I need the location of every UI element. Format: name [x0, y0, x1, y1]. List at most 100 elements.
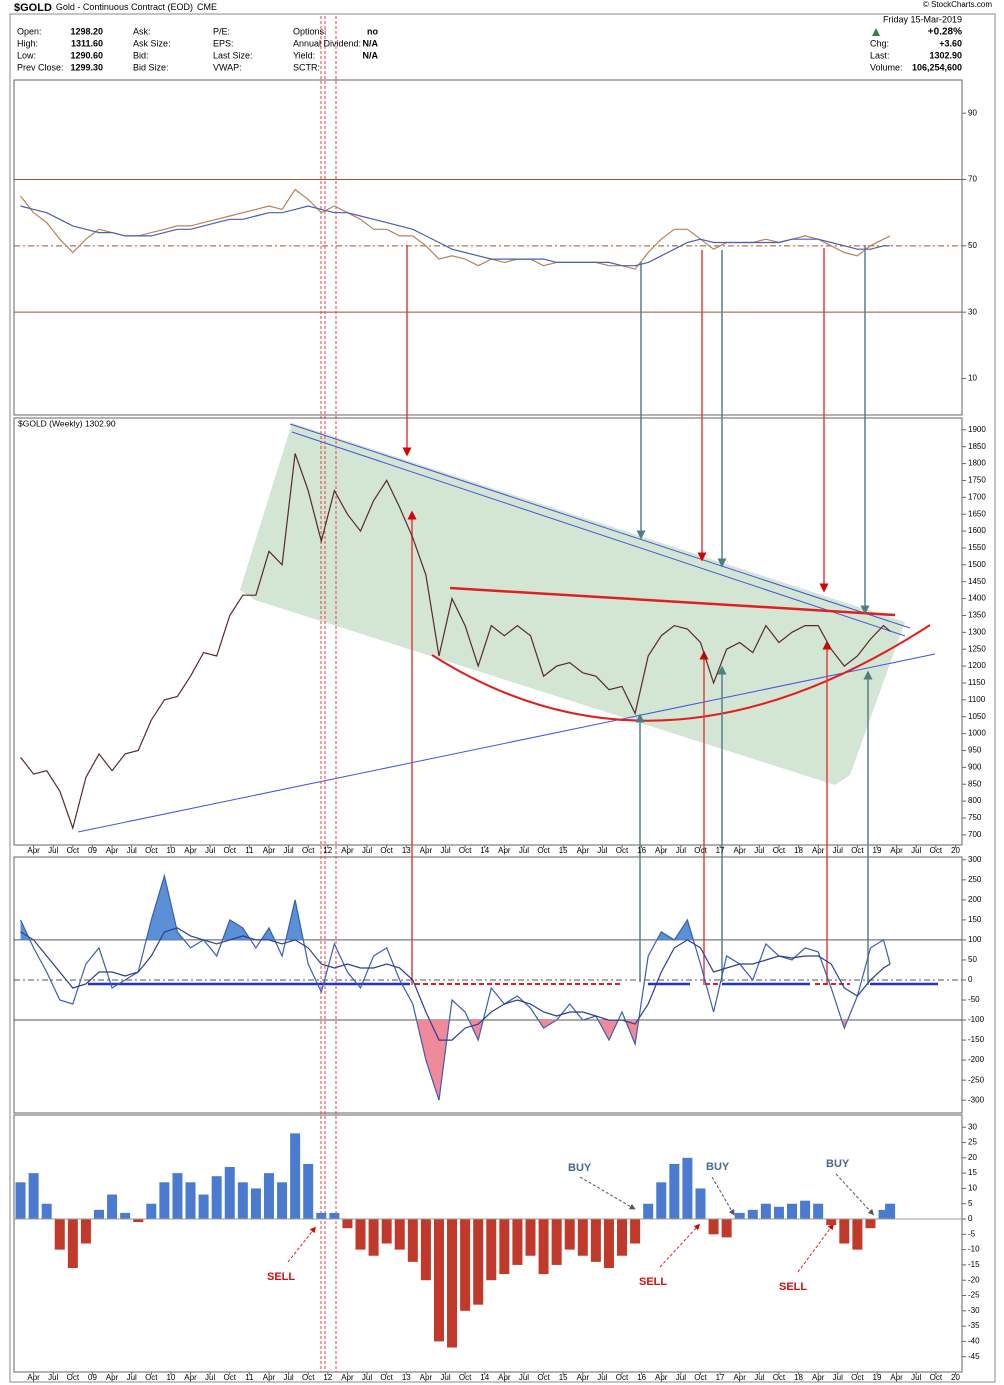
- bar: [682, 1157, 693, 1220]
- y-tick-label: 900: [968, 762, 982, 771]
- field-value: N/A: [363, 50, 379, 60]
- x-tick-label: Apr: [27, 1373, 40, 1382]
- annotation: SELL: [639, 1276, 667, 1288]
- sell-pointer: [287, 1226, 316, 1263]
- bar: [54, 1219, 65, 1250]
- bar: [250, 1188, 261, 1220]
- x-tick-label: Apr: [733, 846, 746, 855]
- stat-value: +3.60: [939, 38, 962, 48]
- bar: [146, 1203, 157, 1220]
- bar: [381, 1219, 392, 1244]
- bar: [525, 1219, 536, 1256]
- x-tick-label: Oct: [302, 846, 315, 855]
- x-tick-label: 09: [88, 1373, 97, 1382]
- y-tick-label: 150: [968, 915, 982, 924]
- sell-pointer: [659, 1223, 701, 1268]
- x-tick-label: Apr: [184, 846, 197, 855]
- x-tick-label: Jul: [205, 846, 215, 855]
- y-tick-label: 1100: [968, 695, 986, 704]
- x-tick-label: Jul: [911, 846, 921, 855]
- x-tick-label: Oct: [537, 846, 550, 855]
- field-label: VWAP:: [213, 62, 242, 72]
- bar: [734, 1212, 745, 1220]
- y-tick-label: 0: [968, 1214, 973, 1223]
- y-tick-label: 1450: [968, 577, 986, 586]
- field-label: Ask Size:: [133, 38, 171, 48]
- y-tick-label: 250: [968, 875, 982, 884]
- x-tick-label: Oct: [851, 846, 864, 855]
- x-tick-label: Jul: [911, 1373, 921, 1382]
- x-tick-label: Jul: [833, 1373, 843, 1382]
- x-tick-label: 19: [873, 846, 882, 855]
- bar: [407, 1219, 418, 1262]
- series-line: [20, 453, 891, 831]
- series-line: [20, 205, 891, 267]
- bar: [885, 1203, 896, 1220]
- field-label: Prev Close:: [17, 62, 64, 72]
- y-tick-label: 1400: [968, 594, 986, 603]
- x-tick-label: Apr: [341, 846, 354, 855]
- bar: [368, 1219, 379, 1256]
- x-tick-label: Apr: [341, 1373, 354, 1382]
- bar: [512, 1219, 523, 1265]
- x-tick-label: 20: [951, 1373, 960, 1382]
- y-tick-label: 200: [968, 895, 982, 904]
- x-tick-label: Apr: [890, 846, 903, 855]
- x-tick-label: Jul: [440, 846, 450, 855]
- bar: [15, 1182, 26, 1220]
- bar: [747, 1209, 758, 1220]
- x-tick-label: 12: [323, 1373, 332, 1382]
- trendline: [291, 431, 906, 637]
- bar: [107, 1194, 118, 1220]
- bar: [447, 1219, 458, 1348]
- title-part: Gold - Continuous Contract (EOD): [56, 2, 193, 12]
- x-tick-label: Jul: [283, 1373, 293, 1382]
- bar: [433, 1219, 444, 1342]
- x-tick-label: 11: [245, 1373, 254, 1382]
- x-tick-label: Jul: [362, 1373, 372, 1382]
- y-tick-label: 0: [968, 975, 973, 984]
- x-tick-label: Jul: [597, 1373, 607, 1382]
- x-tick-label: Oct: [459, 846, 472, 855]
- annotation: SELL: [779, 1281, 807, 1293]
- x-tick-label: 09: [88, 846, 97, 855]
- y-tick-label: 1000: [968, 729, 986, 738]
- bar: [211, 1176, 222, 1220]
- bar: [133, 1219, 144, 1223]
- x-tick-label: Oct: [616, 1373, 629, 1382]
- x-tick-label: Apr: [420, 846, 433, 855]
- x-tick-label: Jul: [283, 846, 293, 855]
- bar: [551, 1219, 562, 1265]
- x-tick-label: Oct: [773, 1373, 786, 1382]
- field-value: N/A: [363, 38, 379, 48]
- stat-label: Volume:: [870, 62, 903, 72]
- y-tick-label: 1300: [968, 627, 986, 636]
- trendline: [77, 653, 936, 833]
- bar: [473, 1219, 484, 1305]
- x-tick-label: Apr: [106, 1373, 119, 1382]
- bar: [695, 1188, 706, 1220]
- y-tick-label: -25: [968, 1291, 980, 1300]
- x-tick-label: Apr: [184, 1373, 197, 1382]
- y-tick-label: 10: [968, 374, 977, 383]
- y-tick-label: 100: [968, 935, 982, 944]
- bar: [852, 1219, 863, 1250]
- date: Friday 15-Mar-2019: [883, 14, 962, 24]
- x-tick-label: 10: [166, 846, 175, 855]
- y-tick-label: 10: [968, 1184, 977, 1193]
- y-tick-label: 30: [968, 1122, 977, 1131]
- bar: [590, 1219, 601, 1262]
- x-tick-label: Jul: [48, 846, 58, 855]
- y-tick-label: -15: [968, 1260, 980, 1269]
- y-tick-label: 90: [968, 108, 977, 117]
- x-tick-label: Jul: [833, 846, 843, 855]
- bar: [237, 1182, 248, 1220]
- y-tick-label: 30: [968, 307, 977, 316]
- bar: [28, 1173, 39, 1220]
- x-tick-label: Jul: [754, 1373, 764, 1382]
- x-tick-label: Oct: [694, 1373, 707, 1382]
- y-tick-label: 1500: [968, 560, 986, 569]
- x-tick-label: 15: [559, 846, 568, 855]
- bar: [277, 1182, 288, 1220]
